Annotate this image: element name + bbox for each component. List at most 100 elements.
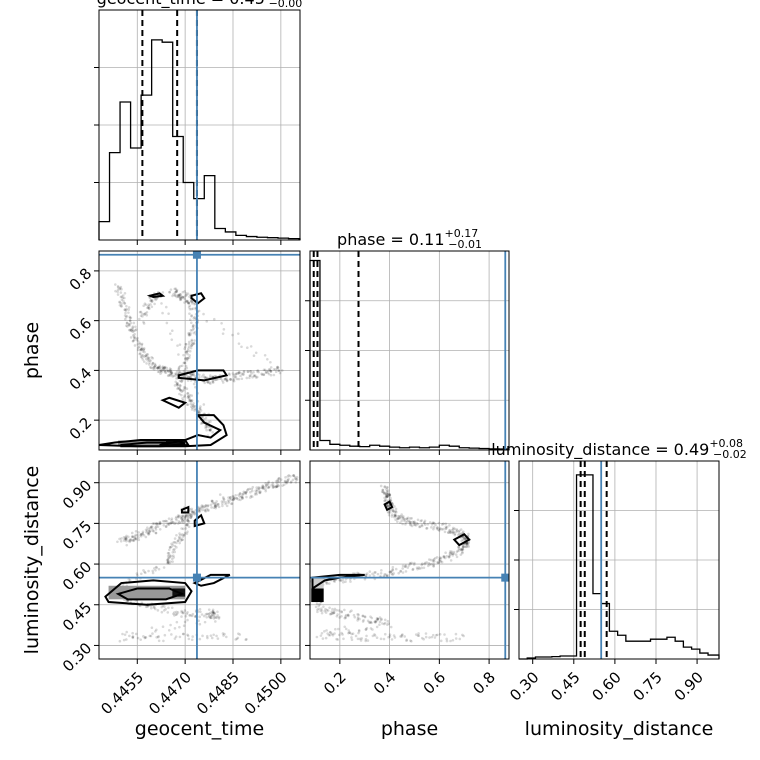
scatter-point	[191, 343, 194, 346]
scatter-point	[462, 537, 466, 541]
scatter-point	[203, 620, 207, 624]
scatter-point	[116, 540, 119, 544]
scatter-point	[403, 519, 406, 523]
scatter-point	[289, 474, 292, 478]
scatter-point	[211, 611, 215, 615]
scatter-point	[171, 551, 175, 554]
scatter-point	[119, 285, 123, 289]
scatter-point	[144, 354, 147, 358]
scatter-point	[444, 527, 448, 530]
scatter-point	[189, 516, 193, 520]
scatter-point	[380, 617, 383, 621]
scatter-point	[186, 292, 190, 295]
scatter-point	[464, 537, 468, 541]
scatter-point	[174, 521, 178, 525]
scatter-cloud	[116, 473, 299, 643]
scatter-point	[123, 308, 127, 311]
scatter-point	[315, 602, 319, 605]
scatter-point	[418, 525, 422, 528]
scatter-point	[145, 530, 148, 534]
scatter-point	[452, 530, 456, 534]
scatter-point	[211, 614, 214, 617]
scatter-point	[136, 573, 139, 577]
scatter-point	[260, 486, 263, 489]
scatter-point	[186, 618, 189, 622]
scatter-point	[186, 523, 189, 526]
scatter-point	[396, 514, 400, 518]
scatter-point	[172, 612, 175, 616]
scatter-point	[277, 369, 281, 372]
scatter-point	[368, 574, 372, 577]
scatter-point	[177, 514, 181, 518]
scatter-point	[114, 283, 117, 286]
scatter-point	[125, 638, 128, 641]
scatter-point	[325, 580, 328, 584]
scatter-point	[147, 307, 151, 310]
scatter-point	[353, 615, 357, 619]
y-tick-label: 0.4	[66, 364, 96, 394]
scatter-point	[214, 378, 217, 382]
scatter-point	[157, 634, 160, 638]
scatter-point	[190, 314, 193, 317]
scatter-point	[149, 298, 153, 302]
scatter-point	[133, 332, 136, 336]
scatter-point	[156, 525, 160, 529]
scatter-point	[163, 370, 167, 374]
scatter-point	[134, 325, 137, 329]
scatter-point	[450, 550, 454, 553]
scatter-point	[202, 506, 205, 509]
scatter-point	[220, 500, 224, 503]
scatter-point	[383, 499, 386, 503]
scatter-point	[393, 513, 397, 517]
scatter-point	[325, 608, 329, 612]
scatter-point	[425, 527, 428, 530]
scatter-point	[130, 329, 133, 332]
scatter-point	[161, 604, 165, 607]
scatter-point	[231, 498, 235, 502]
scatter-point	[142, 313, 146, 316]
scatter-point	[457, 545, 461, 549]
scatter-point	[136, 533, 140, 537]
scatter-point	[432, 563, 435, 566]
scatter-point	[149, 525, 153, 529]
scatter-point	[197, 510, 201, 514]
scatter-point	[277, 369, 281, 373]
scatter-point	[186, 513, 189, 517]
scatter-point	[344, 615, 347, 618]
scatter-point	[455, 528, 459, 531]
scatter-point	[235, 497, 239, 500]
scatter-point	[275, 366, 279, 369]
scatter-point	[277, 477, 281, 480]
scatter-point	[147, 528, 151, 531]
scatter-point	[162, 609, 166, 612]
scatter-point	[465, 541, 469, 545]
scatter-point	[337, 609, 341, 612]
scatter-point	[161, 367, 165, 371]
scatter-point	[186, 519, 189, 522]
scatter-point	[450, 530, 453, 534]
x-tick-label: 0.6	[420, 668, 450, 698]
scatter-point	[185, 374, 189, 378]
scatter-point	[372, 574, 376, 577]
scatter-point	[394, 513, 397, 517]
scatter-point	[431, 633, 435, 637]
scatter-point	[374, 620, 378, 624]
scatter-point	[433, 560, 436, 563]
scatter-point	[167, 556, 171, 560]
scatter-point	[396, 517, 399, 520]
scatter-point	[179, 295, 183, 299]
scatter-point	[172, 556, 176, 559]
scatter-point	[190, 307, 193, 311]
scatter-point	[212, 614, 216, 617]
scatter-point	[413, 561, 416, 565]
scatter-point	[189, 399, 193, 403]
scatter-point	[248, 376, 251, 380]
scatter-point	[376, 572, 380, 576]
scatter-point	[232, 497, 235, 501]
scatter-point	[207, 612, 210, 616]
scatter-point	[166, 560, 170, 564]
scatter-point	[430, 635, 434, 639]
scatter-point	[341, 578, 345, 582]
scatter-point	[202, 312, 205, 316]
scatter-point	[173, 550, 176, 554]
